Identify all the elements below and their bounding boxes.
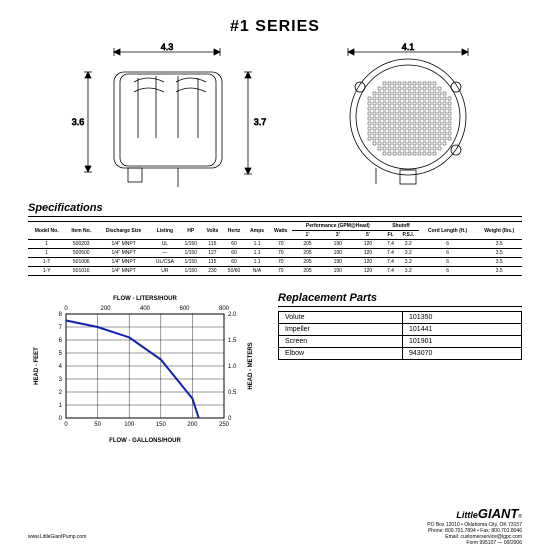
table-row: 1-T5010061/4" MNPTUL/CSA1/150115601.1702…: [28, 258, 522, 267]
table-row: Screen101901: [279, 336, 522, 348]
svg-text:3: 3: [59, 377, 63, 383]
svg-text:1.0: 1.0: [228, 364, 237, 370]
specifications-table: Model No. Item No. Discharge Size Listin…: [28, 221, 522, 276]
dim-side-h1: 3.6: [72, 117, 85, 127]
svg-text:HEAD - METERS: HEAD - METERS: [248, 342, 254, 389]
svg-text:5: 5: [59, 351, 63, 357]
svg-text:0.5: 0.5: [228, 390, 237, 396]
footer-url: www.LittleGiantPump.com: [28, 534, 86, 540]
spec-title: Specifications: [28, 202, 522, 214]
table-row: Volute101350: [279, 312, 522, 324]
svg-text:0: 0: [228, 416, 232, 422]
svg-text:HEAD - FEET: HEAD - FEET: [34, 347, 40, 385]
svg-text:0: 0: [59, 416, 63, 422]
table-row: 1-Y5010161/4" MNPTUR1/15023050/60N/A7020…: [28, 267, 522, 276]
table-row: 15002031/4" MNPTUL1/150115601.1702051901…: [28, 240, 522, 249]
svg-text:150: 150: [156, 422, 167, 428]
dim-side-width: 4.3: [161, 42, 174, 52]
form-number: Form 995107 — 09/2006: [466, 540, 522, 546]
svg-text:FLOW - LITERS/HOUR: FLOW - LITERS/HOUR: [113, 296, 177, 302]
svg-text:600: 600: [179, 306, 190, 312]
svg-text:200: 200: [100, 306, 111, 312]
svg-text:250: 250: [219, 422, 230, 428]
svg-text:2: 2: [59, 390, 63, 396]
parts-table: Volute101350Impeller101441Screen101901El…: [278, 311, 522, 360]
table-row: Elbow943070: [279, 348, 522, 360]
dim-top-width: 4.1: [402, 42, 415, 52]
svg-text:200: 200: [187, 422, 198, 428]
table-row: Impeller101441: [279, 324, 522, 336]
svg-text:2.0: 2.0: [228, 312, 237, 318]
svg-text:6: 6: [59, 338, 63, 344]
divider: [28, 216, 522, 217]
page-title: #1 SERIES: [28, 18, 522, 36]
svg-text:7: 7: [59, 325, 63, 331]
divider: [278, 306, 522, 307]
svg-text:50: 50: [94, 422, 101, 428]
footer-brand: LittleGIANT® PO Box 12010 • Oklahoma Cit…: [427, 506, 522, 540]
svg-text:400: 400: [140, 306, 151, 312]
svg-text:FLOW - GALLONS/HOUR: FLOW - GALLONS/HOUR: [109, 438, 181, 444]
svg-text:8: 8: [59, 312, 63, 318]
svg-text:100: 100: [124, 422, 135, 428]
svg-text:0: 0: [64, 422, 68, 428]
svg-text:1.5: 1.5: [228, 338, 237, 344]
svg-text:0: 0: [64, 306, 68, 312]
table-row: 15005001/4" MNPT—1/150127601.17020519012…: [28, 249, 522, 258]
svg-text:1: 1: [59, 403, 63, 409]
dim-side-h2: 3.7: [254, 117, 267, 127]
svg-text:4: 4: [59, 364, 63, 370]
flow-chart: 050100150200250012345678020040060080000.…: [28, 288, 258, 450]
technical-drawings: 4.3 3.6 3.7: [28, 42, 522, 192]
parts-title: Replacement Parts: [278, 292, 522, 304]
